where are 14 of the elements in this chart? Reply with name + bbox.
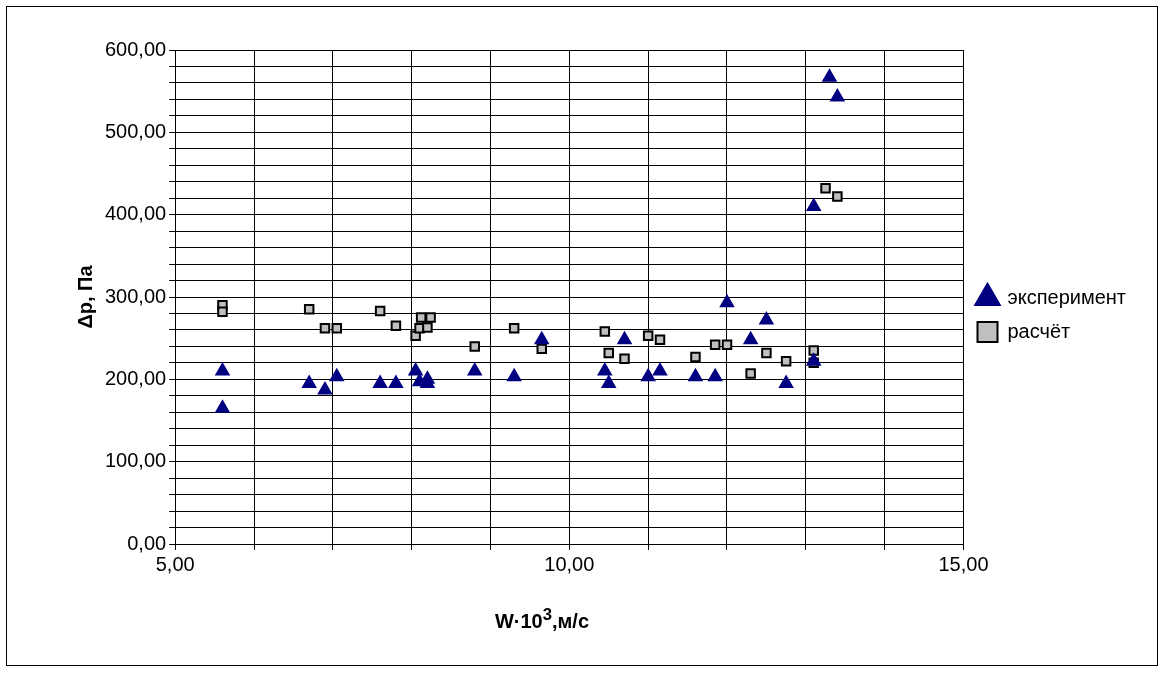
y-tick-label: 200,00 (105, 366, 167, 389)
y-tick-label: 500,00 (105, 119, 167, 142)
y-tick-label: 400,00 (105, 202, 167, 225)
legend-label: расчёт (1007, 319, 1071, 342)
y-axis-title: Δp, Па (73, 264, 96, 329)
x-tick-label: 10,00 (544, 552, 595, 575)
x-axis-title: W·10$^{3}$,м/с (493, 605, 591, 633)
y-tick-label: 100,00 (105, 449, 167, 472)
x-tick-label: 15,00 (938, 552, 989, 575)
y-tick-label: 300,00 (105, 284, 167, 307)
y-tick-label: 600,00 (105, 37, 167, 60)
y-tick-label: 0,00 (127, 531, 167, 554)
legend-label: эксперимент (1007, 285, 1127, 308)
x-tick-label: 5,00 (155, 552, 195, 575)
